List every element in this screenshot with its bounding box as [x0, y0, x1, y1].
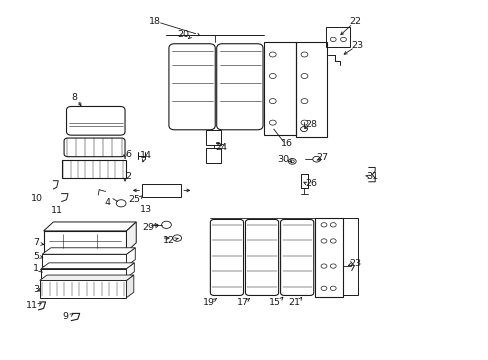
- Text: 11: 11: [51, 206, 62, 215]
- Bar: [206, 148, 221, 163]
- Text: 31: 31: [366, 172, 378, 181]
- Text: 5: 5: [33, 252, 39, 261]
- Bar: [326, 27, 349, 47]
- Bar: [41, 269, 126, 278]
- Text: 4: 4: [105, 198, 111, 207]
- Text: 26: 26: [305, 179, 317, 188]
- Text: 6: 6: [125, 150, 131, 159]
- Text: 2: 2: [125, 172, 131, 181]
- Text: 8: 8: [72, 93, 78, 102]
- Text: 21: 21: [288, 298, 300, 307]
- Text: 10: 10: [31, 194, 43, 203]
- Bar: [43, 231, 126, 252]
- Text: 13: 13: [140, 205, 152, 214]
- Bar: [315, 219, 343, 297]
- Polygon shape: [126, 222, 136, 252]
- Bar: [264, 42, 295, 135]
- Bar: [42, 254, 126, 266]
- Text: 27: 27: [316, 153, 328, 162]
- Text: 20: 20: [177, 30, 189, 39]
- Bar: [206, 130, 221, 145]
- Text: 23: 23: [351, 41, 363, 50]
- Text: 15: 15: [269, 298, 281, 307]
- Polygon shape: [126, 275, 134, 298]
- Text: 14: 14: [140, 151, 152, 160]
- Polygon shape: [43, 222, 136, 231]
- Text: 7: 7: [33, 238, 39, 247]
- Text: 3: 3: [33, 285, 39, 294]
- Text: 11: 11: [26, 301, 39, 310]
- Text: 16: 16: [280, 139, 292, 148]
- Polygon shape: [41, 263, 134, 269]
- Text: 18: 18: [148, 17, 161, 26]
- Text: 19: 19: [203, 298, 215, 307]
- Text: 30: 30: [277, 155, 289, 164]
- Text: 17: 17: [236, 298, 248, 307]
- Bar: [40, 280, 126, 298]
- Polygon shape: [40, 275, 134, 280]
- Bar: [61, 159, 126, 178]
- Text: 28: 28: [305, 120, 317, 129]
- Text: 23: 23: [349, 259, 361, 268]
- Text: 9: 9: [62, 312, 68, 321]
- Polygon shape: [42, 248, 135, 254]
- Bar: [343, 219, 357, 296]
- Text: 12: 12: [163, 236, 175, 245]
- Text: 24: 24: [215, 143, 227, 152]
- Bar: [295, 42, 327, 137]
- Polygon shape: [126, 263, 134, 278]
- Bar: [142, 184, 181, 197]
- Text: 29: 29: [142, 223, 154, 232]
- Text: 1: 1: [33, 265, 39, 274]
- Polygon shape: [126, 248, 135, 266]
- Text: 22: 22: [349, 17, 361, 26]
- Text: 25: 25: [128, 195, 141, 204]
